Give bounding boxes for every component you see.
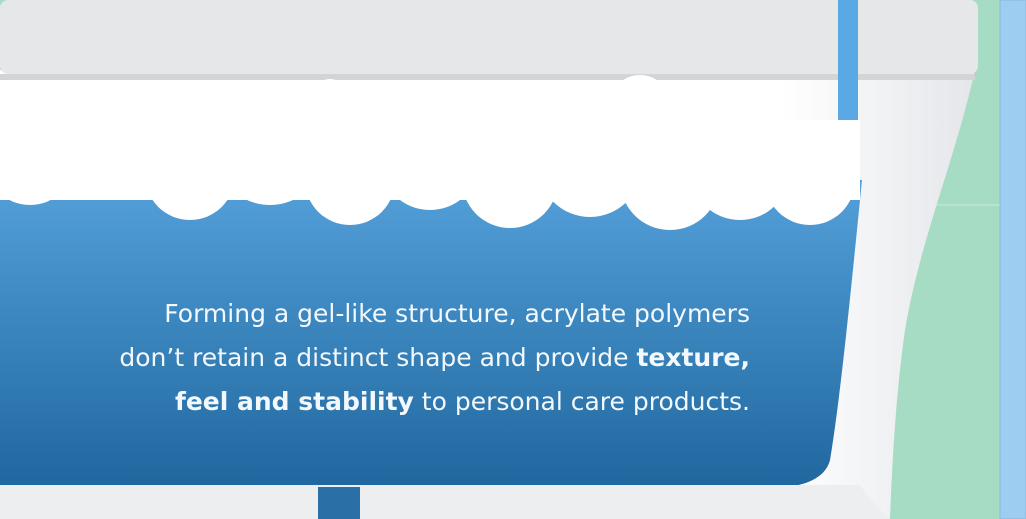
caption-line: Forming a gel-like structure, acrylate p… [164, 299, 750, 328]
drain-pipe [318, 487, 360, 519]
page: Forming a gel-like structure, acrylate p… [0, 0, 1026, 519]
bold-text: feel and stability [175, 387, 414, 416]
text: Forming a gel-like structure, acrylate p… [164, 299, 750, 328]
bold-text: texture, [636, 343, 750, 372]
rim-shadow [0, 74, 975, 80]
bathtub-illustration: Forming a gel-like structure, acrylate p… [0, 0, 1026, 519]
tub-rim [0, 0, 978, 74]
text: to personal care products. [414, 387, 750, 416]
tub-bottom [0, 485, 890, 519]
caption: Forming a gel-like structure, acrylate p… [119, 299, 750, 416]
text: don’t retain a distinct shape and provid… [119, 343, 636, 372]
caption-line: feel and stability to personal care prod… [175, 387, 750, 416]
caption-line: don’t retain a distinct shape and provid… [119, 343, 750, 372]
side-panel [1000, 0, 1026, 519]
